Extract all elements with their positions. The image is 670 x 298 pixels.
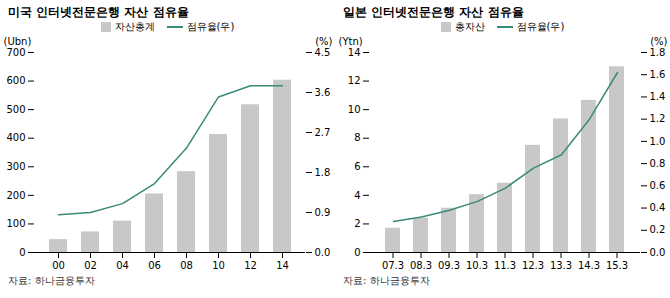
svg-text:11.3: 11.3 <box>494 260 516 271</box>
svg-text:1.4: 1.4 <box>650 91 666 102</box>
svg-text:0.0: 0.0 <box>315 247 331 258</box>
html-text:총자산: 총자산 <box>454 21 485 32</box>
html-text:자산총계: 자산총계 <box>114 21 155 32</box>
svg-text:700: 700 <box>6 47 25 58</box>
html-text:미국 인터넷전문은행 자산 점유율: 미국 인터넷전문은행 자산 점유율 <box>8 5 189 19</box>
svg-text:12.3: 12.3 <box>522 260 544 271</box>
svg-text:1.8: 1.8 <box>650 47 666 58</box>
html-text:자료: 하나금융투자: 자료: 하나금융투자 <box>8 275 95 286</box>
svg-text:08.3: 08.3 <box>410 260 432 271</box>
svg-text:4: 4 <box>354 190 360 201</box>
svg-text:0.9: 0.9 <box>315 207 331 218</box>
svg-text:10: 10 <box>212 260 225 271</box>
svg-text:1.8: 1.8 <box>315 167 331 178</box>
svg-text:(%): (%) <box>315 36 332 47</box>
svg-text:10: 10 <box>348 104 361 115</box>
svg-text:00: 00 <box>52 260 65 271</box>
svg-text:15.3: 15.3 <box>606 260 628 271</box>
svg-text:0.6: 0.6 <box>650 180 666 191</box>
svg-text:08: 08 <box>180 260 193 271</box>
svg-text:04: 04 <box>116 260 129 271</box>
svg-text:400: 400 <box>6 132 25 143</box>
html-text:일본 인터넷전문은행 자산 점유율: 일본 인터넷전문은행 자산 점유율 <box>343 5 524 19</box>
html-text:점유율(우): 점유율(우) <box>516 21 565 32</box>
svg-text:1.0: 1.0 <box>650 136 666 147</box>
svg-text:(Ubn): (Ubn) <box>4 36 32 47</box>
html-text:점유율(우): 점유율(우) <box>186 21 235 32</box>
svg-text:09.3: 09.3 <box>438 260 460 271</box>
svg-text:0: 0 <box>19 247 25 258</box>
svg-text:02: 02 <box>84 260 97 271</box>
svg-text:06: 06 <box>148 260 161 271</box>
svg-text:10.3: 10.3 <box>466 260 488 271</box>
svg-text:14: 14 <box>276 260 289 271</box>
svg-text:13.3: 13.3 <box>550 260 572 271</box>
svg-text:1.6: 1.6 <box>650 69 666 80</box>
svg-text:(%): (%) <box>650 36 667 47</box>
svg-text:0.4: 0.4 <box>650 202 666 213</box>
svg-text:(Ytn): (Ytn) <box>339 36 363 47</box>
svg-text:12: 12 <box>244 260 257 271</box>
svg-text:300: 300 <box>6 161 25 172</box>
svg-text:200: 200 <box>6 190 25 201</box>
svg-text:14: 14 <box>348 47 361 58</box>
svg-text:1.2: 1.2 <box>650 113 666 124</box>
svg-text:12: 12 <box>348 75 361 86</box>
svg-text:2: 2 <box>354 218 360 229</box>
svg-text:07.3: 07.3 <box>382 260 404 271</box>
svg-text:3.6: 3.6 <box>315 87 331 98</box>
svg-text:2.7: 2.7 <box>315 127 331 138</box>
svg-text:14.3: 14.3 <box>578 260 600 271</box>
svg-text:0.0: 0.0 <box>650 247 666 258</box>
svg-text:100: 100 <box>6 218 25 229</box>
svg-text:8: 8 <box>354 132 360 143</box>
svg-text:500: 500 <box>6 104 25 115</box>
svg-text:4.5: 4.5 <box>315 47 331 58</box>
html-text:자료: 하나금융투자: 자료: 하나금융투자 <box>343 275 430 286</box>
svg-text:0.8: 0.8 <box>650 158 666 169</box>
svg-text:0.2: 0.2 <box>650 224 666 235</box>
svg-text:6: 6 <box>354 161 360 172</box>
svg-text:0: 0 <box>354 247 360 258</box>
svg-text:600: 600 <box>6 75 25 86</box>
